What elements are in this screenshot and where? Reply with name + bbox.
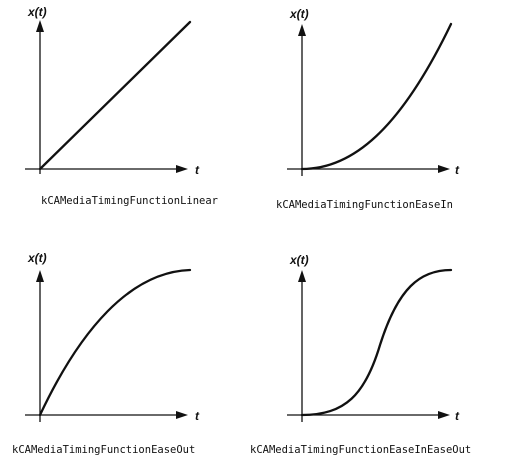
x-axis-arrow-icon	[176, 411, 188, 419]
y-axis-arrow-icon	[298, 270, 306, 282]
y-axis-arrow-icon	[36, 20, 44, 32]
panel-caption: kCAMediaTimingFunctionEaseOut	[12, 444, 195, 456]
y-axis-arrow-icon	[298, 24, 306, 36]
ease-out-curve	[38, 268, 192, 417]
x-axis-arrow-icon	[438, 165, 450, 173]
panel-ease-out: x(t) t kCAMediaTimingFunctionEaseOut	[12, 251, 200, 456]
x-axis-arrow-icon	[438, 411, 450, 419]
panel-caption: kCAMediaTimingFunctionEaseIn	[276, 199, 453, 211]
x-axis-label: t	[195, 163, 200, 177]
y-axis-arrow-icon	[36, 270, 44, 282]
ease-in-curve	[300, 22, 453, 171]
x-axis-label: t	[195, 409, 200, 423]
panel-linear: x(t) t kCAMediaTimingFunctionLinear	[25, 5, 218, 207]
linear-curve	[38, 20, 192, 171]
y-axis-label: x(t)	[289, 7, 309, 21]
panel-caption: kCAMediaTimingFunctionEaseInEaseOut	[250, 444, 471, 456]
x-axis-arrow-icon	[176, 165, 188, 173]
y-axis-label: x(t)	[27, 5, 47, 19]
ease-in-ease-out-curve	[300, 268, 453, 417]
x-axis-label: t	[455, 163, 460, 177]
panel-ease-in-ease-out: x(t) t kCAMediaTimingFunctionEaseInEaseO…	[250, 253, 471, 456]
y-axis-label: x(t)	[27, 251, 47, 265]
y-axis-label: x(t)	[289, 253, 309, 267]
panel-caption: kCAMediaTimingFunctionLinear	[41, 195, 218, 207]
panel-ease-in: x(t) t kCAMediaTimingFunctionEaseIn	[276, 7, 460, 211]
x-axis-label: t	[455, 409, 460, 423]
